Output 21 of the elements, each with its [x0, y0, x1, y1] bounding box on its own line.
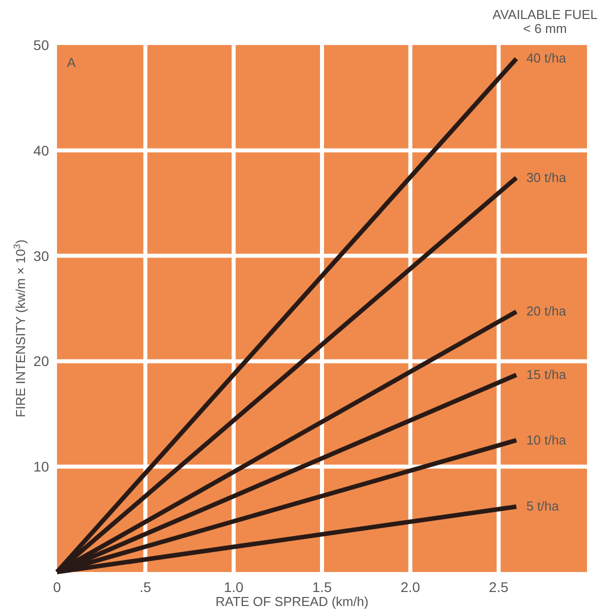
y-tick-label: 40	[33, 142, 50, 158]
x-tick-label: 0	[53, 579, 62, 595]
x-tick-label: 2.5	[488, 579, 509, 595]
series-label: 20 t/ha	[526, 304, 567, 319]
y-tick-label: 30	[33, 248, 50, 264]
text: < 6 mm	[523, 21, 567, 36]
series-label: 30 t/ha	[526, 170, 567, 185]
x-tick-label: .5	[139, 579, 152, 595]
series-label: 10 t/ha	[526, 432, 567, 448]
x-tick-label: 2.0	[400, 579, 420, 595]
text: A	[67, 55, 76, 70]
x-tick-label: 1.0	[224, 579, 244, 595]
series-label: 15 t/ha	[526, 366, 567, 382]
series-label: 5 t/ha	[526, 498, 560, 514]
text: AVAILABLE FUEL	[492, 7, 598, 22]
y-tick-label: 20	[33, 353, 50, 370]
y-tick-label: 10	[33, 458, 50, 475]
x-tick-label: 1.5	[312, 579, 332, 595]
y-tick-label: 50	[33, 37, 50, 53]
series-label: 40 t/ha	[526, 50, 567, 66]
x-axis-title: RATE OF SPREAD (km/h)	[216, 594, 368, 609]
